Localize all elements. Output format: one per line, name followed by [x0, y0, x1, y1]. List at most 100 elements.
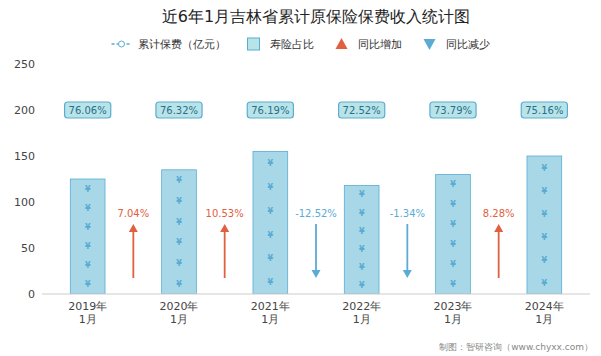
bar-symbol: ¥	[542, 210, 548, 219]
x-tick-label: 2023年1月	[434, 300, 473, 326]
x-tick-label-line: 1月	[79, 313, 97, 326]
bar-symbol: ¥	[85, 242, 91, 251]
legend-item: 寿险占比	[248, 38, 314, 51]
bar-symbol: ¥	[176, 218, 182, 227]
bar-symbol: ¥	[542, 233, 548, 242]
yoy-arrow	[220, 224, 229, 278]
bar-symbol: ¥	[176, 259, 182, 268]
share-label: 76.32%	[160, 105, 198, 116]
bar-symbol: ¥	[359, 263, 365, 272]
yoy-arrow-head	[494, 224, 503, 232]
yoy-arrow-head	[312, 270, 321, 278]
x-tick-label-line: 2020年	[160, 300, 199, 313]
share-label-box	[156, 102, 202, 118]
title: 近6年1月吉林省累计原保险保费收入统计图	[162, 7, 470, 26]
x-tick-label: 2021年1月	[251, 300, 290, 326]
bar	[253, 151, 288, 294]
legend-item: 同比减少	[424, 38, 490, 51]
bar	[70, 179, 105, 294]
share-label: 72.52%	[343, 105, 381, 116]
y-tick-label: 100	[14, 196, 35, 209]
x-axis-line	[42, 294, 590, 295]
bar-symbol: ¥	[85, 185, 91, 194]
bar-symbol: ¥	[268, 183, 274, 192]
bar-symbol: ¥	[176, 280, 182, 289]
bar-symbol: ¥	[268, 231, 274, 240]
x-tick-label-line: 2019年	[68, 300, 107, 313]
bar-symbol: ¥	[85, 280, 91, 289]
y-tick-label: 150	[14, 150, 35, 163]
bar	[162, 170, 197, 294]
yoy-arrow	[403, 224, 412, 278]
share-label: 73.79%	[434, 105, 472, 116]
yoy-arrow-shaft	[406, 224, 408, 271]
y-tick-label: 0	[28, 288, 35, 301]
bar-symbol: ¥	[268, 159, 274, 168]
bar-symbol: ¥	[450, 260, 456, 269]
bar-symbol: ¥	[176, 176, 182, 185]
y-tick-label: 250	[14, 58, 35, 71]
legend-label: 同比增加	[358, 38, 402, 51]
yoy-arrow	[312, 224, 321, 278]
share-label-box	[521, 102, 567, 118]
share-label: 76.19%	[251, 105, 289, 116]
share-label-box	[339, 102, 385, 118]
background	[0, 0, 601, 356]
x-tick-label-line: 2023年	[434, 300, 473, 313]
yoy-arrow-shaft	[315, 224, 317, 271]
y-tick-label: 50	[21, 242, 35, 255]
yoy-arrow	[494, 224, 503, 278]
x-tick-label-line: 2022年	[342, 300, 381, 313]
bar-symbol: ¥	[542, 164, 548, 173]
bar-symbol: ¥	[450, 180, 456, 189]
legend-label: 寿险占比	[270, 38, 314, 51]
legend-marker	[336, 38, 348, 49]
share-label: 75.16%	[525, 105, 563, 116]
bar-symbol: ¥	[359, 227, 365, 236]
bar-symbol: ¥	[450, 200, 456, 209]
legend-item: 累计保费（亿元）	[112, 38, 226, 51]
yoy-arrow-shaft	[498, 231, 500, 278]
bar-symbol: ¥	[268, 254, 274, 263]
y-tick-label: 200	[14, 104, 35, 117]
bar	[527, 156, 562, 294]
x-tick-label-line: 1月	[444, 313, 462, 326]
yoy-label: 10.53%	[206, 208, 244, 219]
legend-item: 同比增加	[336, 38, 402, 51]
bar-symbol: ¥	[85, 261, 91, 270]
x-tick-label-line: 1月	[353, 313, 371, 326]
x-tick-label: 2019年1月	[68, 300, 107, 326]
footnote: 制图：智研咨询（www.chyxx.com）	[439, 342, 593, 352]
bar-symbol: ¥	[359, 209, 365, 218]
bar-symbol: ¥	[450, 280, 456, 289]
legend-marker	[424, 39, 436, 50]
x-tick-label-line: 2024年	[525, 300, 564, 313]
x-tick-label-line: 1月	[170, 313, 188, 326]
bar-symbol: ¥	[542, 187, 548, 196]
x-tick-label: 2020年1月	[160, 300, 199, 326]
x-tick-label-line: 1月	[261, 313, 279, 326]
legend-swatch	[248, 38, 260, 50]
bar-symbol: ¥	[359, 190, 365, 199]
yoy-arrow	[129, 224, 138, 278]
bar-symbol: ¥	[542, 256, 548, 265]
share-label-box	[247, 102, 293, 118]
legend-label: 累计保费（亿元）	[138, 38, 226, 51]
share-label: 76.06%	[69, 105, 107, 116]
x-tick-label-line: 2021年	[251, 300, 290, 313]
x-tick-label-line: 1月	[535, 313, 553, 326]
bar-symbol: ¥	[450, 240, 456, 249]
bar-symbol: ¥	[268, 278, 274, 287]
bar-symbol: ¥	[176, 197, 182, 206]
bar-symbol: ¥	[85, 204, 91, 213]
bar-symbol: ¥	[359, 281, 365, 290]
yoy-arrow-head	[220, 224, 229, 232]
yoy-label: 7.04%	[117, 208, 149, 219]
legend: 累计保费（亿元） 寿险占比 同比增加 同比减少	[112, 38, 490, 51]
yoy-label: 8.28%	[483, 208, 515, 219]
yoy-arrow-head	[129, 224, 138, 232]
bar-symbol: ¥	[85, 223, 91, 232]
legend-label: 同比减少	[446, 38, 490, 51]
yoy-arrow-head	[403, 270, 412, 278]
bar-symbol: ¥	[450, 220, 456, 229]
